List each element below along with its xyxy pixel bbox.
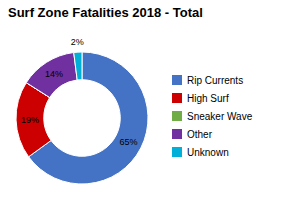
slice <box>29 52 148 184</box>
chart-container: Surf Zone Fatalities 2018 - Total 65% 19% 1… <box>0 0 300 198</box>
legend-label: Other <box>187 129 213 140</box>
legend-swatch <box>172 147 182 157</box>
slice <box>74 52 82 80</box>
chart-svg: Surf Zone Fatalities 2018 - Total 65% 19% 1… <box>0 0 300 198</box>
slice <box>26 53 77 98</box>
legend-item: High Surf <box>172 93 229 104</box>
legend-swatch <box>172 93 182 103</box>
data-labels: 65% 19% 14% 2% <box>21 37 138 146</box>
chart-title: Surf Zone Fatalities 2018 - Total <box>8 5 203 20</box>
pie-group <box>16 52 148 184</box>
data-label: 14% <box>45 69 63 79</box>
legend-label: Sneaker Wave <box>187 111 253 122</box>
legend-item: Other <box>172 129 213 140</box>
legend-item: Unknown <box>172 147 229 158</box>
legend: Rip Currents High Surf Sneaker Wave Other Un… <box>172 75 253 158</box>
data-label: 2% <box>71 37 84 47</box>
legend-swatch <box>172 111 182 121</box>
legend-swatch <box>172 75 182 85</box>
legend-item: Rip Currents <box>172 75 243 86</box>
legend-label: Rip Currents <box>187 75 243 86</box>
legend-item: Sneaker Wave <box>172 111 253 122</box>
legend-label: High Surf <box>187 93 229 104</box>
data-label: 65% <box>119 137 137 147</box>
data-label: 19% <box>21 115 39 125</box>
legend-swatch <box>172 129 182 139</box>
legend-label: Unknown <box>187 147 229 158</box>
